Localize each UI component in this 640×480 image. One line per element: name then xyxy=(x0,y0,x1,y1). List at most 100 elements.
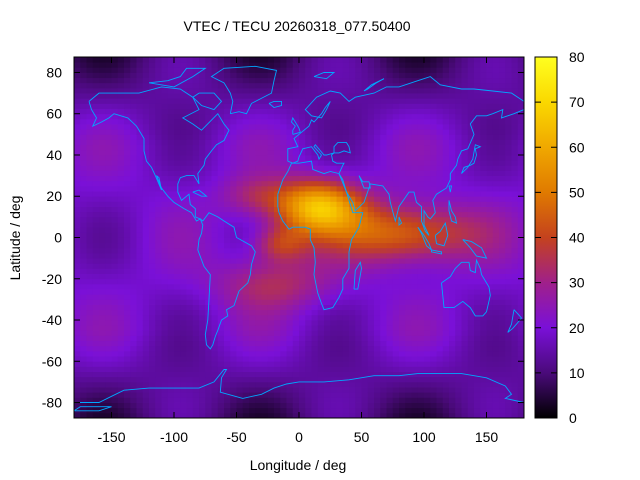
heatmap-cell xyxy=(399,299,406,305)
heatmap-cell xyxy=(130,77,137,84)
heatmap-cell xyxy=(205,335,212,342)
heatmap-cell xyxy=(405,98,412,104)
heatmap-cell xyxy=(236,103,244,109)
heatmap-cell xyxy=(492,314,500,321)
heatmap-cell xyxy=(292,222,300,228)
heatmap-cell xyxy=(274,366,281,372)
heatmap-cell xyxy=(449,185,456,192)
heatmap-cell xyxy=(186,160,194,166)
heatmap-cell xyxy=(480,62,487,68)
heatmap-cell xyxy=(86,397,94,403)
heatmap-cell xyxy=(117,376,125,383)
heatmap-cell xyxy=(92,124,100,130)
heatmap-cell xyxy=(261,72,269,79)
heatmap-cell xyxy=(430,407,437,414)
heatmap-cell xyxy=(286,98,294,104)
heatmap-cell xyxy=(411,196,419,202)
heatmap-cell xyxy=(386,387,394,393)
heatmap-cell xyxy=(461,309,469,316)
heatmap-cell xyxy=(349,361,356,367)
heatmap-cell xyxy=(230,108,237,115)
heatmap-cell xyxy=(411,227,419,233)
heatmap-cell xyxy=(317,196,325,202)
heatmap-cell xyxy=(511,222,519,228)
heatmap-cell xyxy=(361,113,369,120)
heatmap-cell xyxy=(330,62,337,68)
heatmap-cell xyxy=(324,309,331,316)
heatmap-cell xyxy=(430,376,437,383)
heatmap-cell xyxy=(386,407,394,414)
heatmap-cell xyxy=(480,77,487,84)
heatmap-cell xyxy=(492,397,500,403)
heatmap-cell xyxy=(80,289,87,295)
heatmap-cell xyxy=(155,222,162,228)
heatmap-cell xyxy=(199,211,206,218)
heatmap-cell xyxy=(392,283,400,290)
heatmap-cell xyxy=(286,144,294,151)
heatmap-cell xyxy=(117,314,125,321)
heatmap-cell xyxy=(180,165,187,171)
heatmap-cell xyxy=(167,340,175,347)
heatmap-cell xyxy=(130,154,137,161)
heatmap-cell xyxy=(436,93,444,99)
heatmap-cell xyxy=(155,350,162,357)
heatmap-cell xyxy=(430,283,437,290)
heatmap-cell xyxy=(80,247,87,254)
heatmap-cell xyxy=(417,376,425,383)
heatmap-cell xyxy=(80,387,87,393)
heatmap-cell xyxy=(74,113,81,120)
heatmap-cell xyxy=(80,144,87,151)
heatmap-cell xyxy=(311,299,319,305)
heatmap-cell xyxy=(336,402,344,409)
heatmap-cell xyxy=(505,412,512,419)
heatmap-cell xyxy=(192,118,200,125)
heatmap-cell xyxy=(517,371,525,378)
heatmap-cell xyxy=(436,320,444,326)
heatmap-cell xyxy=(349,412,356,419)
heatmap-cell xyxy=(436,134,444,140)
heatmap-cell xyxy=(267,407,275,414)
heatmap-cell xyxy=(105,273,112,280)
heatmap-cell xyxy=(280,77,287,84)
heatmap-cell xyxy=(236,361,244,367)
heatmap-cell xyxy=(386,206,394,213)
heatmap-cell xyxy=(217,366,225,372)
heatmap-cell xyxy=(392,206,400,213)
heatmap-cell xyxy=(386,165,394,171)
heatmap-cell xyxy=(474,149,481,156)
heatmap-cell xyxy=(230,330,237,336)
heatmap-cell xyxy=(74,325,81,331)
heatmap-cell xyxy=(499,294,506,300)
heatmap-cell xyxy=(167,98,175,104)
heatmap-cell xyxy=(130,165,137,171)
heatmap-cell xyxy=(374,294,381,300)
heatmap-cell xyxy=(480,108,487,115)
heatmap-cell xyxy=(386,211,394,218)
heatmap-cell xyxy=(86,216,94,223)
heatmap-cell xyxy=(155,335,162,342)
heatmap-cell xyxy=(342,227,350,233)
heatmap-cell xyxy=(455,175,462,182)
heatmap-cell xyxy=(230,113,237,120)
heatmap-cell xyxy=(261,57,269,63)
heatmap-cell xyxy=(317,392,325,398)
heatmap-cell xyxy=(117,299,125,305)
heatmap-cell xyxy=(374,124,381,130)
heatmap-cell xyxy=(255,201,262,207)
heatmap-cell xyxy=(317,330,325,336)
heatmap-cell xyxy=(486,309,494,316)
heatmap-cell xyxy=(180,283,187,290)
heatmap-cell xyxy=(405,57,412,63)
heatmap-cell xyxy=(505,356,512,362)
heatmap-cell xyxy=(455,407,462,414)
heatmap-cell xyxy=(467,149,475,156)
heatmap-cell xyxy=(117,325,125,331)
heatmap-cell xyxy=(255,72,262,79)
heatmap-cell xyxy=(105,392,112,398)
heatmap-cell xyxy=(74,154,81,161)
heatmap-cell xyxy=(511,407,519,414)
heatmap-cell xyxy=(267,314,275,321)
heatmap-cell xyxy=(380,227,387,233)
heatmap-cell xyxy=(392,263,400,269)
heatmap-cell xyxy=(417,93,425,99)
